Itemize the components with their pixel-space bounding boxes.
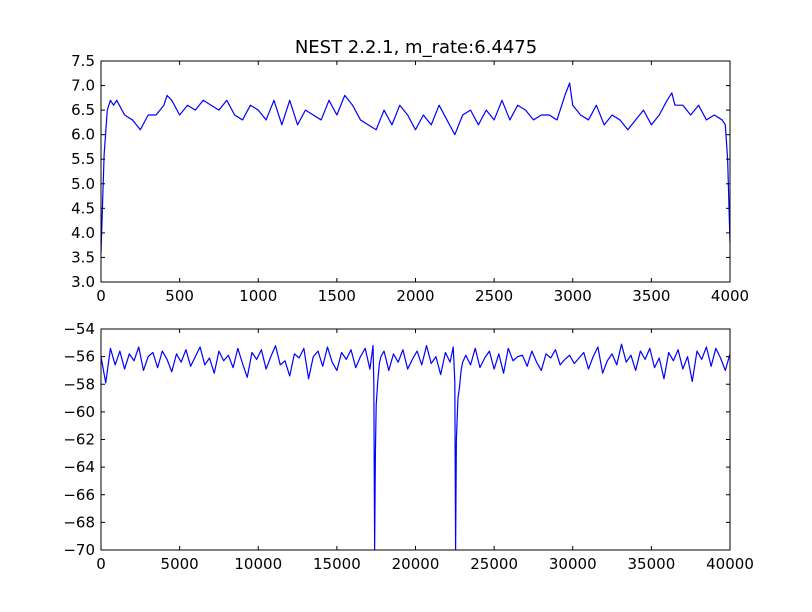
axes-frame-top: [100, 60, 731, 283]
y-tick-label: −68: [63, 513, 95, 531]
y-tick-label: −62: [63, 431, 95, 449]
y-tick-label: −54: [63, 320, 95, 338]
plot-area-bottom: [101, 343, 730, 550]
x-tick-label: 2500: [475, 287, 513, 305]
y-tick-label: 4.5: [71, 199, 95, 217]
y-tick-label: 7.0: [71, 77, 95, 95]
x-tick-label: 1000: [239, 287, 277, 305]
x-tick-label: 1500: [318, 287, 356, 305]
y-tick-label: −66: [63, 486, 95, 504]
y-tick-label: 3.5: [71, 248, 95, 266]
y-tick-label: 5.5: [71, 150, 95, 168]
x-tick-label: 0: [96, 287, 106, 305]
series-line-top-0: [101, 82, 730, 253]
x-tick-label: 5000: [161, 555, 199, 573]
ticks-bottom: 0 5000 10000 15000 20000 25000 30000 35000 40000…: [63, 320, 754, 573]
subplot-top: NEST 2.2.1, m_rate:6.4475 0 500 1000 1500 20…: [71, 37, 749, 305]
axes-frame-bottom: [100, 328, 731, 551]
x-tick-label: 3500: [632, 287, 670, 305]
y-tick-label: 4.0: [71, 224, 95, 242]
x-tick-label: 30000: [549, 555, 597, 573]
x-tick-label: 20000: [392, 555, 440, 573]
x-tick-label: 0: [96, 555, 106, 573]
x-tick-label: 3000: [554, 287, 592, 305]
y-tick-label: −70: [63, 541, 95, 559]
y-tick-label: −56: [63, 348, 95, 366]
x-tick-label: 35000: [628, 555, 676, 573]
y-tick-label: 7.5: [71, 52, 95, 70]
y-tick-label: −60: [63, 403, 95, 421]
plot-area-top: [101, 82, 730, 253]
subplot-bottom: 0 5000 10000 15000 20000 25000 30000 35000 40000…: [63, 320, 754, 573]
y-tick-label: 3.0: [71, 273, 95, 291]
y-tick-label: 6.5: [71, 101, 95, 119]
x-tick-label: 10000: [234, 555, 282, 573]
x-tick-label: 500: [165, 287, 194, 305]
ticks-top: 0 500 1000 1500 2000 2500 3000 3500 4000 3.0 3.5 4.…: [71, 52, 749, 305]
x-tick-label: 2000: [396, 287, 434, 305]
y-tick-label: 6.0: [71, 126, 95, 144]
y-tick-label: −58: [63, 375, 95, 393]
x-tick-label: 25000: [470, 555, 518, 573]
y-tick-label: −64: [63, 458, 95, 476]
chart-title: NEST 2.2.1, m_rate:6.4475: [295, 37, 537, 58]
x-tick-label: 15000: [313, 555, 361, 573]
series-line-bottom-0: [101, 343, 730, 550]
y-tick-label: 5.0: [71, 175, 95, 193]
x-tick-label: 40000: [706, 555, 754, 573]
x-tick-label: 4000: [711, 287, 749, 305]
